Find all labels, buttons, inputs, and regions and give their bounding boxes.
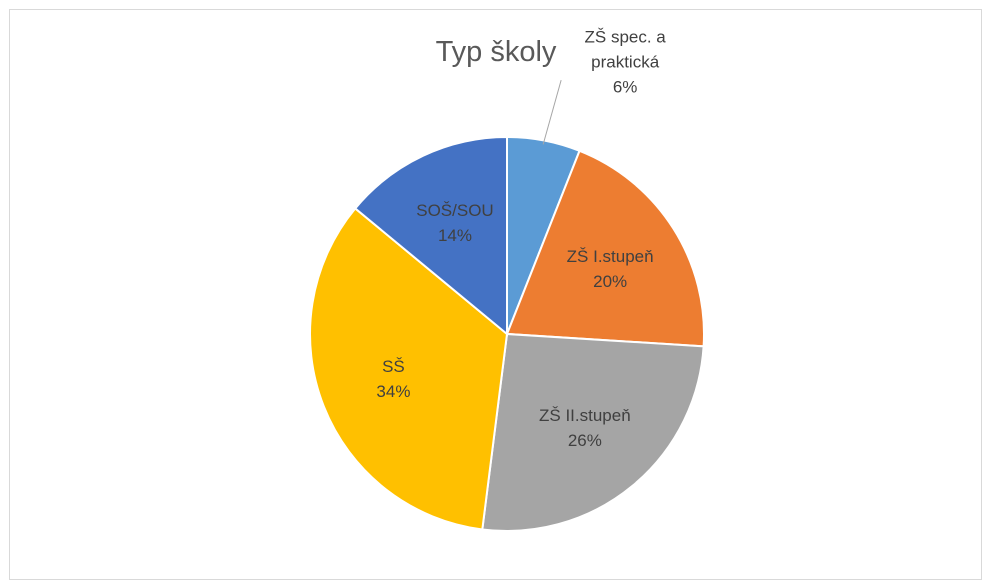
value-label: 26% — [567, 431, 602, 451]
value-label: 20% — [593, 271, 628, 291]
category-label: SŠ — [382, 356, 405, 376]
category-label: ZŠ I.stupeň — [566, 246, 654, 266]
pie-slice — [481, 332, 705, 532]
category-label: ZŠ II.stupeň — [539, 406, 631, 426]
pie-slice — [353, 135, 508, 337]
data-label: ZŠ spec. a praktická 6% — [565, 25, 685, 100]
value-label: 34% — [376, 381, 411, 401]
value-label: 6% — [612, 77, 638, 97]
pie-slice — [505, 149, 705, 348]
data-label: ZŠ II.stupeň 26% — [539, 403, 631, 453]
chart-title: Typ školy — [435, 36, 557, 68]
pie-slice — [309, 207, 509, 531]
category-label: SOŠ/SOU — [416, 201, 494, 221]
category-label: ZŠ spec. a praktická — [584, 27, 666, 72]
data-label: SOŠ/SOU 14% — [416, 198, 493, 248]
data-label: ZŠ I.stupeň 20% — [567, 244, 654, 294]
value-label: 14% — [437, 226, 472, 246]
leader-line — [542, 79, 562, 145]
data-label: SŠ 34% — [376, 354, 410, 404]
